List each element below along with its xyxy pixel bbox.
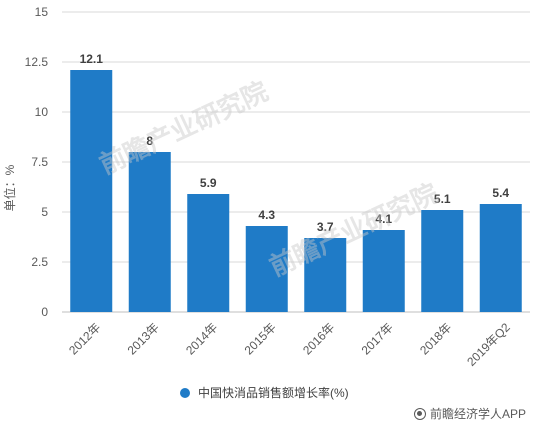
data-labels: 12.1 8 5.9 4.3 3.7 4.1 5.1 5.4 <box>80 52 510 234</box>
x-tick-label: 2014年 <box>183 320 220 357</box>
bar <box>245 226 288 312</box>
bar-value-label: 5.9 <box>200 176 217 190</box>
bar <box>479 204 522 312</box>
bars <box>70 70 522 312</box>
x-tick-label: 2019年Q2 <box>464 320 513 369</box>
x-tick-label: 2013年 <box>125 320 162 357</box>
legend-marker <box>180 387 190 398</box>
bar-value-label: 4.3 <box>258 208 275 222</box>
bar-value-label: 12.1 <box>80 52 104 66</box>
x-axis: 2012年 2013年 2014年 2015年 2016年 2017年 2018年 2019年… <box>66 320 513 369</box>
bar <box>187 194 230 312</box>
y-axis-title: 单位：% <box>2 164 17 211</box>
y-tick-label: 2.5 <box>31 255 48 269</box>
y-tick-label: 10 <box>35 105 49 119</box>
y-tick-label: 7.5 <box>31 155 48 169</box>
bar <box>362 230 405 312</box>
bar-value-label: 5.1 <box>434 192 451 206</box>
y-tick-label: 5 <box>41 205 48 219</box>
bar <box>128 152 171 312</box>
legend: 中国快消品销售额增长率(%) <box>180 384 349 401</box>
x-tick-label: 2012年 <box>66 320 103 357</box>
x-tick-label: 2017年 <box>359 320 396 357</box>
source-watermark: 前瞻经济学人APP <box>413 405 526 422</box>
legend-label: 中国快消品销售额增长率(%) <box>198 386 349 400</box>
y-tick-label: 15 <box>35 5 49 19</box>
bar-value-label: 4.1 <box>375 212 392 226</box>
y-tick-label: 12.5 <box>25 55 49 69</box>
bar <box>304 238 347 312</box>
y-axis: 0 2.5 5 7.5 10 12.5 15 <box>25 5 49 319</box>
bar <box>70 70 113 312</box>
x-tick-label: 2015年 <box>242 320 279 357</box>
bar-value-label: 8 <box>146 134 153 148</box>
x-tick-label: 2018年 <box>417 320 454 357</box>
brand-logo-icon <box>413 407 426 420</box>
bar <box>421 210 464 312</box>
bar-value-label: 5.4 <box>492 186 509 200</box>
y-tick-label: 0 <box>41 305 48 319</box>
x-tick-label: 2016年 <box>300 320 337 357</box>
source-label: 前瞻经济学人APP <box>429 407 526 421</box>
bar-value-label: 3.7 <box>317 220 334 234</box>
